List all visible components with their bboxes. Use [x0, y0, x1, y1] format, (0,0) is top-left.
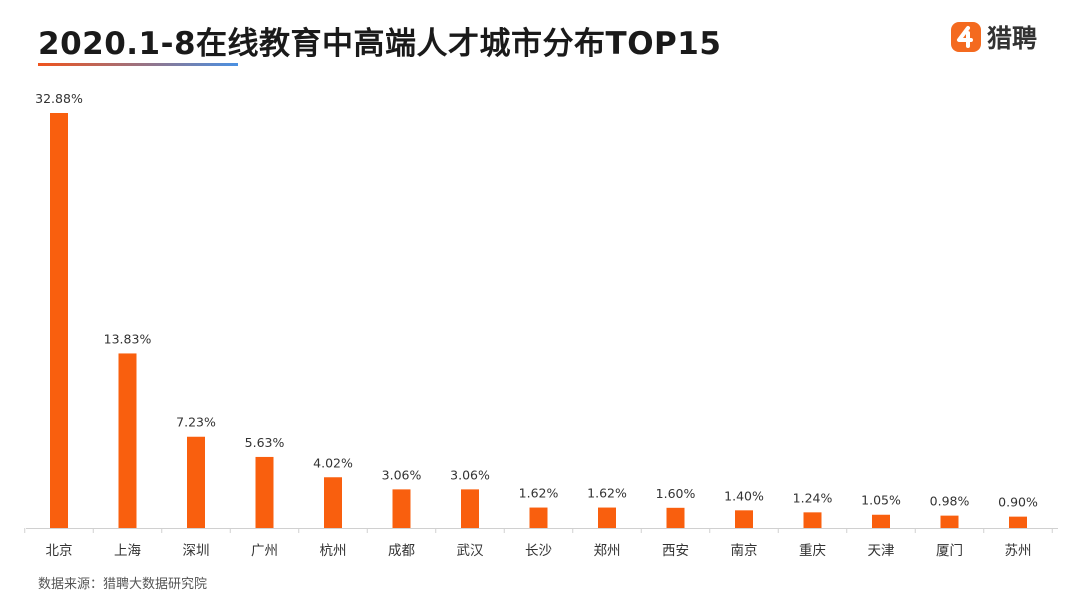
bar-5: [392, 489, 411, 528]
title-underline: [38, 63, 238, 66]
category-label: 杭州: [320, 543, 347, 559]
logo-text: 猎聘: [987, 24, 1038, 53]
data-label: 1.24%: [793, 490, 833, 505]
data-source: 数据来源：猎聘大数据研究院: [38, 577, 208, 592]
data-label: 5.63%: [245, 435, 285, 450]
liepin-logo: 猎聘: [951, 20, 1037, 54]
data-label: 1.62%: [519, 486, 559, 501]
category-label: 南京: [731, 543, 758, 559]
bar-3: [255, 456, 274, 528]
data-label: 13.83%: [104, 331, 152, 346]
category-label: 成都: [388, 543, 415, 559]
category-label: 天津: [868, 543, 895, 559]
category-label: 广州: [251, 543, 278, 559]
data-label: 3.06%: [450, 467, 490, 482]
data-label: 4.02%: [313, 455, 353, 470]
bar-8: [598, 507, 616, 528]
bar-1: [118, 353, 137, 528]
bar-6: [461, 489, 479, 528]
data-label: 0.90%: [998, 495, 1038, 510]
bar-10: [735, 510, 753, 528]
data-label: 1.62%: [587, 486, 627, 501]
category-label: 厦门: [936, 543, 963, 559]
bar-13: [940, 515, 959, 528]
data-label: 32.88%: [35, 91, 83, 106]
category-label: 上海: [114, 543, 141, 559]
data-label: 1.40%: [724, 488, 764, 503]
category-label: 郑州: [594, 543, 621, 559]
bar-9: [666, 507, 685, 528]
category-label: 长沙: [525, 543, 552, 559]
category-label: 北京: [46, 543, 73, 559]
data-label: 0.98%: [930, 494, 970, 509]
data-label: 1.60%: [656, 486, 696, 501]
category-label: 深圳: [183, 543, 210, 559]
bar-0: [50, 113, 68, 528]
category-label: 重庆: [799, 543, 826, 559]
category-label: 武汉: [457, 543, 484, 559]
bar-11: [803, 512, 822, 528]
data-label: 1.05%: [861, 493, 901, 508]
bar-2: [187, 436, 205, 528]
bar-14: [1009, 516, 1027, 528]
data-label: 7.23%: [176, 415, 216, 430]
liepin-logo-icon: [951, 22, 981, 52]
chart-title: 2020.1-8在线教育中高端人才城市分布TOP15: [38, 26, 722, 62]
bar-7: [529, 507, 548, 528]
data-label: 3.06%: [382, 467, 422, 482]
bar-4: [324, 477, 342, 528]
bar-12: [872, 514, 890, 528]
category-label: 西安: [662, 543, 689, 559]
category-label: 苏州: [1005, 543, 1032, 559]
